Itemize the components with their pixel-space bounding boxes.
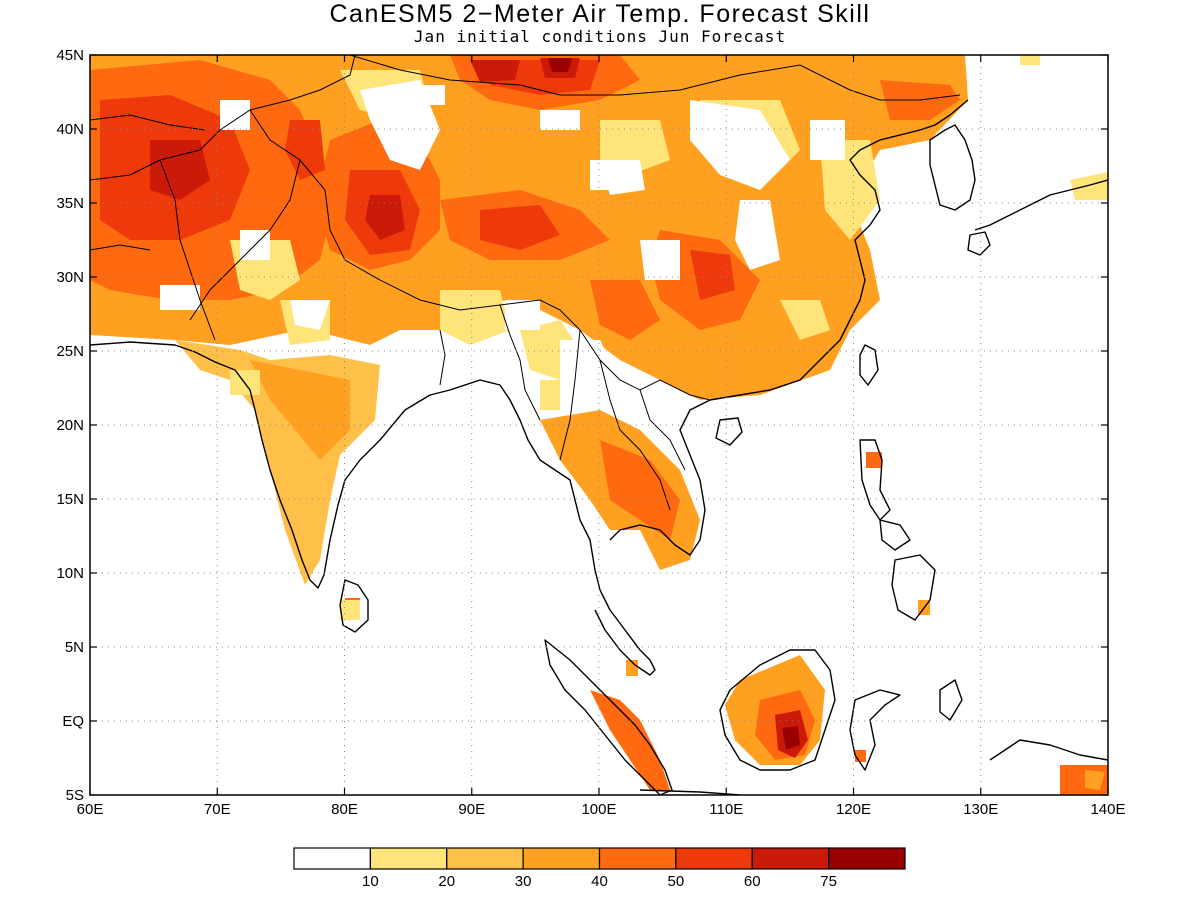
lat-tick-label: 40N xyxy=(56,121,84,138)
axis-ticks xyxy=(89,54,1109,796)
skill-area-newguinea-core xyxy=(1085,770,1105,790)
skill-area-luzon xyxy=(866,452,882,468)
colorbar-bin xyxy=(446,847,524,870)
lat-tick-label: 30N xyxy=(56,269,84,286)
lat-tick-label: 35N xyxy=(56,195,84,212)
lon-tick-label: 140E xyxy=(1090,801,1125,818)
colorbar-label: 40 xyxy=(591,873,608,890)
lat-tick-label: 5N xyxy=(65,639,84,656)
colorbar-bin xyxy=(522,847,601,870)
coast-luzon xyxy=(859,439,891,521)
colorbar-label: 50 xyxy=(668,873,685,890)
skill-area-borneo-max xyxy=(782,726,800,750)
lon-tick-label: 120E xyxy=(836,801,871,818)
lat-tick-label: 15N xyxy=(56,491,84,508)
lat-tick-label: 45N xyxy=(56,47,84,64)
lat-tick-label: 5S xyxy=(66,787,84,804)
coast-hainan xyxy=(715,417,743,446)
skill-blank-patches xyxy=(160,80,845,410)
colorbar-bin xyxy=(293,847,371,870)
skill-max-north xyxy=(548,58,572,72)
coast-japan-kyushu xyxy=(967,231,991,256)
lat-tick-labels: 45N 40N 35N 30N 25N 20N 15N 10N 5N EQ 5S xyxy=(56,47,84,804)
lon-tick-labels: 60E 70E 80E 90E 100E 110E 120E 130E 140E xyxy=(77,801,1126,818)
skill-area-sulawesi xyxy=(855,750,866,762)
colorbar-label: 75 xyxy=(820,873,837,890)
lat-tick-label: 25N xyxy=(56,343,84,360)
colorbar-bin xyxy=(675,847,753,870)
borders xyxy=(90,55,961,511)
skill-area-india-core xyxy=(250,360,350,460)
lat-tick-label: 10N xyxy=(56,565,84,582)
coast-sumatra xyxy=(544,639,673,795)
colorbar-label: 10 xyxy=(362,873,379,890)
colorbar-label: 30 xyxy=(515,873,532,890)
lon-tick-label: 110E xyxy=(709,801,743,818)
skill-area-sumatra xyxy=(590,690,670,790)
chart-title: CanESM5 2−Meter Air Temp. Forecast Skill xyxy=(329,0,871,28)
coast-malay-peninsula xyxy=(594,589,656,676)
coast-japan xyxy=(974,179,1108,231)
coast-arabian-sea xyxy=(90,341,451,589)
colorbar-labels: 10 20 30 40 50 60 75 xyxy=(362,873,837,890)
chart-subtitle: Jan initial conditions Jun Forecast xyxy=(413,27,787,46)
coast-borneo xyxy=(719,649,836,771)
coastlines xyxy=(90,99,1108,795)
coast-korea xyxy=(929,124,976,211)
lon-tick-label: 60E xyxy=(77,801,104,818)
colorbar-label: 60 xyxy=(744,873,761,890)
colorbar-bin xyxy=(751,847,830,870)
coast-south-china xyxy=(709,99,969,401)
coast-sulawesi xyxy=(849,689,901,771)
skill-area-java xyxy=(626,660,638,676)
colorbar xyxy=(293,847,906,870)
skill-area-indochina-core xyxy=(600,440,680,540)
coast-halmahera xyxy=(939,679,963,721)
lon-tick-label: 90E xyxy=(458,801,485,818)
colorbar-bin xyxy=(828,847,906,870)
lon-tick-label: 70E xyxy=(204,801,231,818)
coast-visayas xyxy=(879,519,911,551)
coast-mindanao xyxy=(891,554,936,621)
lon-tick-label: 130E xyxy=(963,801,998,818)
lon-tick-label: 80E xyxy=(331,801,358,818)
coast-gulf-thailand xyxy=(609,399,711,556)
coast-newguinea xyxy=(989,739,1108,761)
coast-taiwan xyxy=(859,344,879,386)
colorbar-bin xyxy=(598,847,677,870)
colorbar-label: 20 xyxy=(438,873,455,890)
lat-tick-label: 20N xyxy=(56,417,84,434)
coast-srilanka xyxy=(339,579,369,633)
colorbar-bin xyxy=(369,847,448,870)
lat-tick-label: EQ xyxy=(62,713,84,730)
coast-bay-of-bengal xyxy=(449,379,601,591)
lon-tick-label: 100E xyxy=(581,801,616,818)
